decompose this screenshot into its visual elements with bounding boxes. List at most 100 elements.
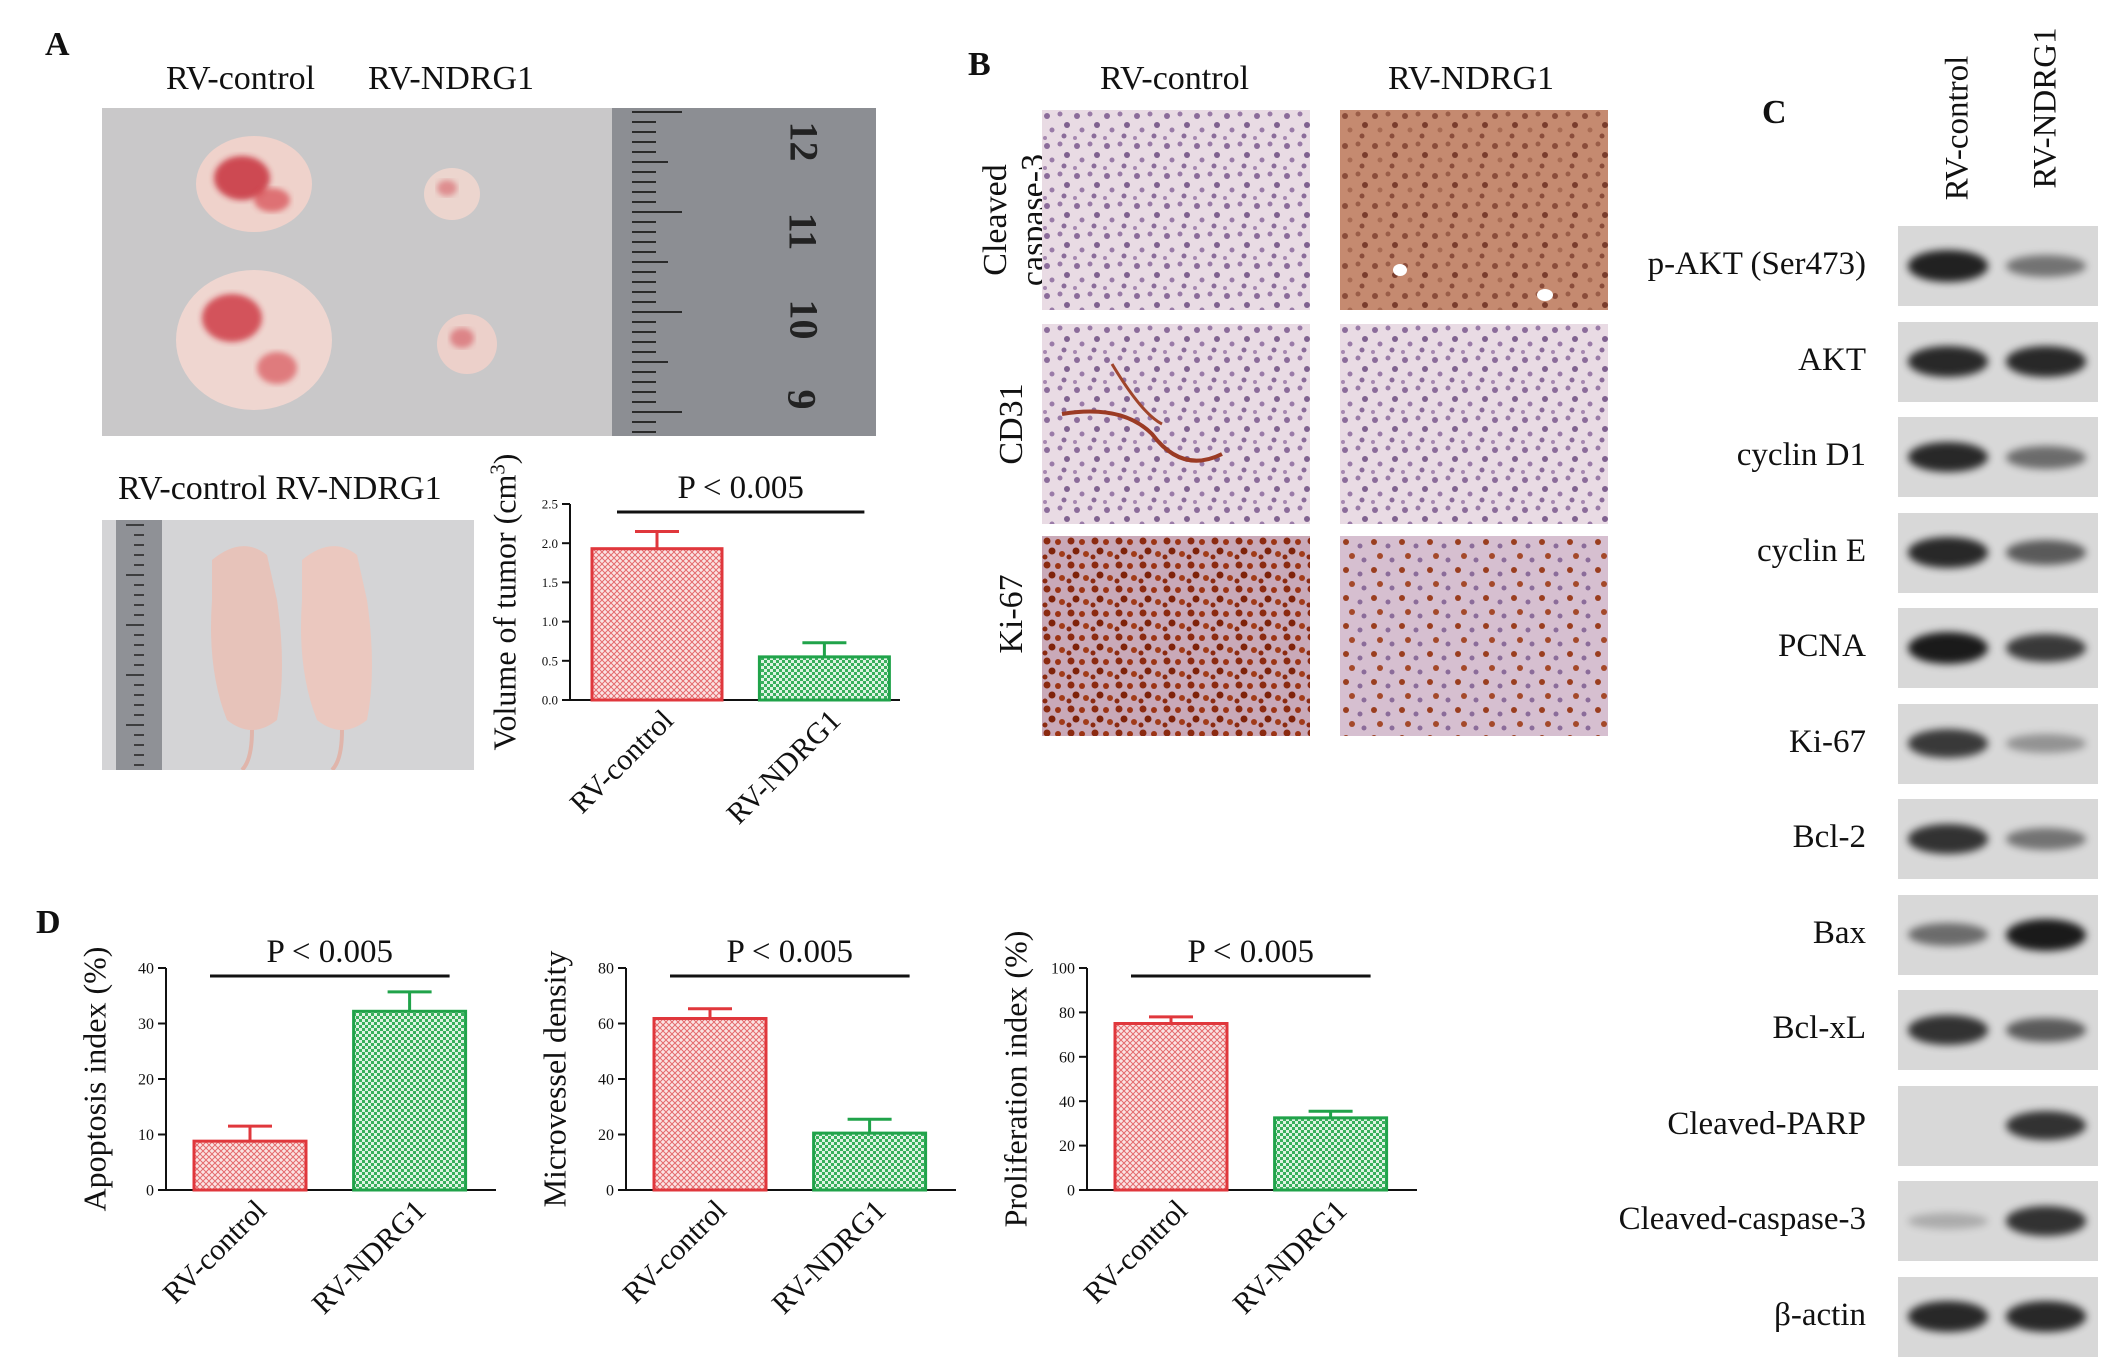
- band-rv-control: [1908, 537, 1988, 568]
- band-rv-ndrg1: [2006, 633, 2086, 663]
- y-tick-label: 60: [598, 1016, 614, 1033]
- band-rv-ndrg1: [2006, 1206, 2086, 1236]
- y-tick-label: 80: [1059, 1005, 1075, 1022]
- band-rv-ndrg1: [2006, 734, 2086, 753]
- blot-protein-label: AKT: [1798, 341, 1866, 378]
- blot-row: [1898, 226, 2098, 306]
- ruler-number-10: 10: [781, 299, 827, 340]
- x-tick-label: RV-NDRG1: [1227, 1194, 1354, 1321]
- y-tick-label: 2.5: [542, 497, 558, 512]
- ihc-ndrg1-cleaved-caspase-3: [1340, 110, 1608, 310]
- band-rv-ndrg1: [2006, 918, 2086, 951]
- panel-label-d: D: [36, 904, 61, 941]
- y-tick-label: 1.5: [542, 575, 558, 590]
- y-tick-label: 80: [598, 961, 614, 978]
- x-tick-label: RV-control: [617, 1194, 733, 1310]
- blot-row: [1898, 512, 2098, 593]
- y-tick-label: 60: [1059, 1049, 1075, 1066]
- y-tick-label: 10: [138, 1127, 154, 1144]
- panel-label-a: A: [45, 26, 70, 63]
- bar-rv-control: [1113, 1022, 1229, 1192]
- ihc-ndrg1-cd31: [1340, 324, 1608, 524]
- x-tick-label: RV-NDRG1: [306, 1194, 433, 1321]
- significance-label: P < 0.005: [1188, 934, 1315, 970]
- blot-row: [1898, 799, 2098, 879]
- blot-protein-label: cyclin D1: [1736, 437, 1866, 473]
- ihc-row-label-ki67: Ki-67: [993, 574, 1030, 654]
- ruler-number-9: 9: [779, 389, 825, 410]
- band-rv-control: [1908, 729, 1988, 758]
- blot-protein-label: Bax: [1812, 914, 1866, 951]
- band-rv-ndrg1: [2006, 445, 2086, 469]
- band-rv-control: [1908, 346, 1988, 377]
- chart-proliferation-index: 0 20 40 60 80 100 RV-control RV-NDRG1 P < 0.005 P…: [998, 931, 1417, 1321]
- y-tick-label: 40: [1059, 1094, 1075, 1111]
- ruler-number-11: 11: [780, 212, 826, 251]
- blot-row: [1898, 894, 2098, 975]
- x-tick-label: RV-NDRG1: [766, 1194, 893, 1321]
- y-axis-label: Apoptosis index (%): [80, 947, 113, 1212]
- band-rv-ndrg1: [2006, 1110, 2086, 1141]
- ruler-number-12: 12: [781, 121, 827, 162]
- band-rv-ndrg1: [2006, 827, 2086, 851]
- blot-protein-label: Bcl-2: [1792, 819, 1866, 855]
- y-tick-label: 20: [598, 1127, 614, 1144]
- y-tick-label: 1.0: [542, 614, 558, 629]
- blot-row: [1898, 608, 2098, 688]
- ihc-control-cleaved-caspase-3: [1042, 110, 1310, 310]
- ihc-control-cd31: [1042, 324, 1310, 524]
- bar-rv-control: [652, 1017, 768, 1192]
- bar-rv-ndrg1: [1273, 1116, 1389, 1192]
- blot-protein-label: p-AKT (Ser473): [1647, 246, 1866, 282]
- blot-protein-label: Bcl-xL: [1772, 1010, 1866, 1046]
- chart-apoptosis-index: 0 10 20 30 40 RV-control RV-NDRG1 P < 0.005 Apop…: [80, 934, 496, 1321]
- tumor-photo-label-ndrg1: RV-NDRG1: [368, 60, 535, 97]
- y-tick-label: 20: [1059, 1138, 1075, 1155]
- band-rv-control: [1908, 250, 1988, 282]
- y-tick-label: 0.5: [542, 653, 558, 668]
- blot-row: [1898, 1085, 2098, 1166]
- blot-lane-label-ndrg1: RV-NDRG1: [2027, 27, 2064, 189]
- blot-lane-label-control: RV-control: [1939, 55, 1976, 201]
- band-rv-control: [1908, 1301, 1988, 1332]
- y-tick-label: 40: [598, 1072, 614, 1089]
- mouse-control: [211, 546, 282, 730]
- y-tick-label: 0: [146, 1183, 154, 1200]
- mice-photo-label: RV-control RV-NDRG1: [118, 470, 442, 507]
- blot-row: [1898, 1181, 2098, 1261]
- panel-label-b: B: [968, 46, 991, 83]
- x-tick-label: RV-control: [157, 1194, 273, 1310]
- ihc-col-label-ndrg1: RV-NDRG1: [1388, 60, 1555, 97]
- ihc-ndrg1-ki67: [1340, 536, 1608, 736]
- bar-rv-ndrg1: [352, 1009, 468, 1192]
- chart-microvessel-density: 0 20 40 60 80 RV-control RV-NDRG1 P < 0.005 Micr…: [540, 934, 956, 1321]
- y-tick-label: 0: [1067, 1183, 1075, 1200]
- y-axis-label: Volume of tumor (cm3): [486, 454, 523, 751]
- band-rv-ndrg1: [2006, 346, 2086, 377]
- band-rv-ndrg1: [2006, 1301, 2086, 1332]
- band-rv-control: [1908, 441, 1988, 473]
- blot-row: [1898, 417, 2098, 497]
- chart-tumor-volume: 0.0 0.5 1.0 1.5 2.0 2.5 RV-control RV-NDRG1 P < …: [486, 454, 900, 831]
- y-tick-label: 20: [138, 1072, 154, 1089]
- y-tick-label: 2.0: [542, 536, 558, 551]
- blot-row: [1898, 321, 2098, 402]
- blot-row: [1898, 1276, 2098, 1357]
- blot-protein-label: Cleaved-caspase-3: [1618, 1201, 1866, 1237]
- blot-row: [1898, 703, 2098, 784]
- tumor-control-2: [176, 270, 332, 410]
- band-rv-ndrg1: [2006, 540, 2086, 565]
- band-rv-ndrg1: [2006, 1017, 2086, 1043]
- y-axis-label: Microvessel density: [540, 951, 573, 1208]
- bar-rv-control: [192, 1139, 308, 1192]
- band-rv-control: [1908, 1015, 1988, 1045]
- panel-label-c: C: [1762, 94, 1787, 131]
- x-tick-label: RV-control: [564, 704, 680, 820]
- y-axis-label: Proliferation index (%): [998, 931, 1034, 1228]
- ihc-col-label-control: RV-control: [1100, 60, 1250, 97]
- band-rv-ndrg1: [2006, 254, 2086, 278]
- blot-protein-label: β-actin: [1774, 1296, 1866, 1333]
- x-tick-label: RV-control: [1078, 1194, 1194, 1310]
- blot-protein-label: Ki-67: [1789, 723, 1866, 760]
- blot-protein-label: PCNA: [1777, 628, 1866, 664]
